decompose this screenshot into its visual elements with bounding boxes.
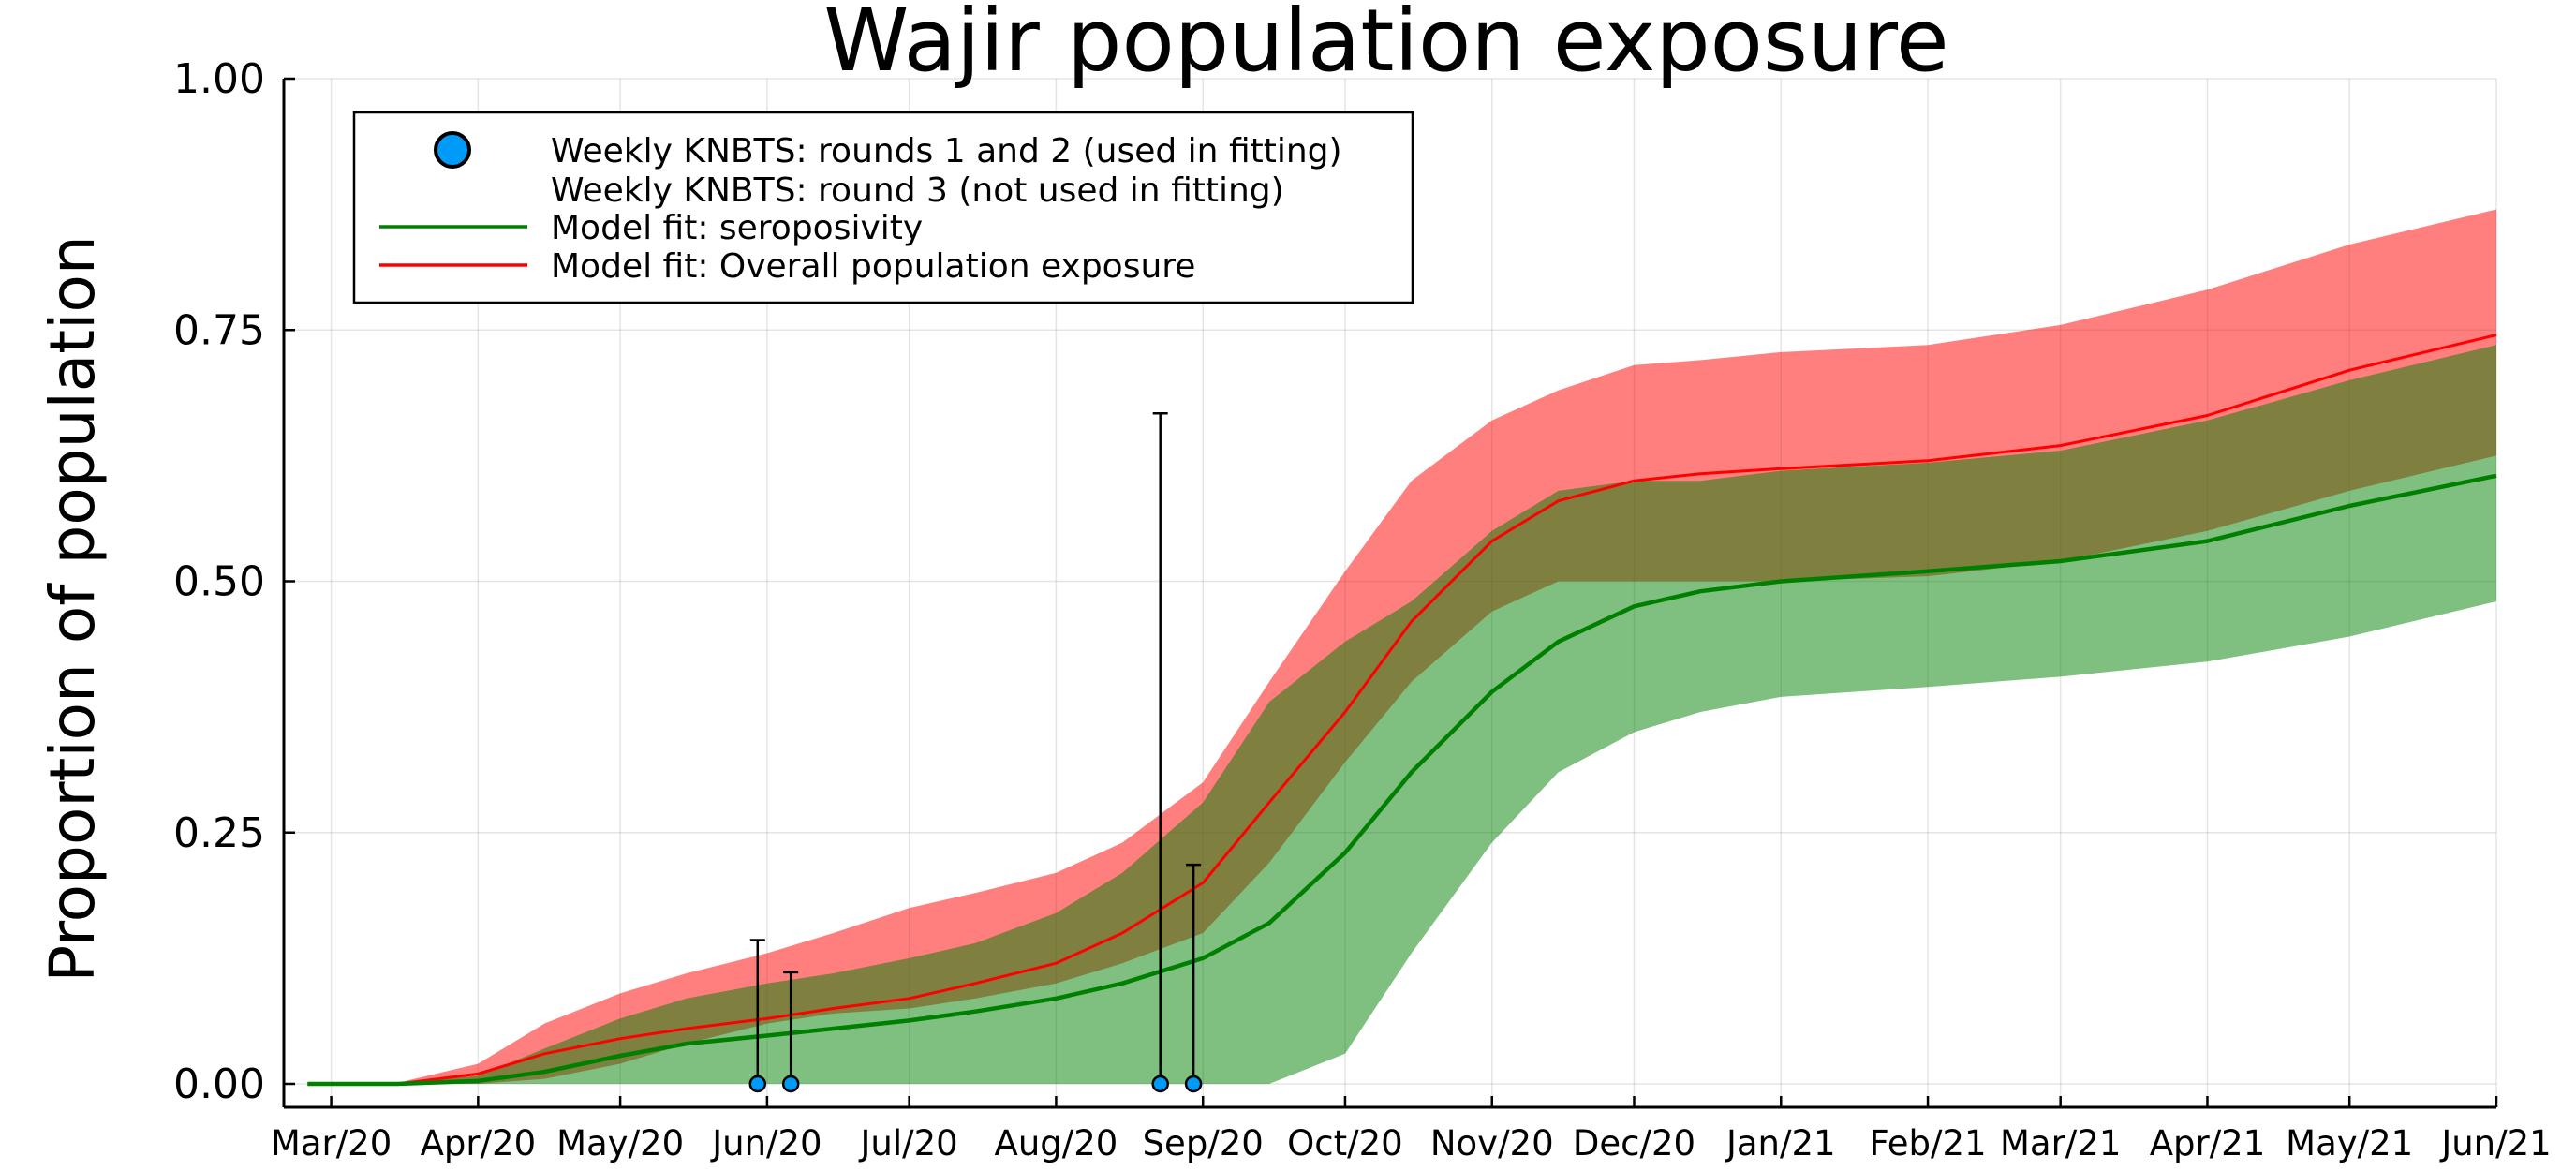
line-seropositivity bbox=[307, 473, 2497, 1087]
x-tick-label: Aug/20 bbox=[995, 1123, 1118, 1164]
x-tick-label: Dec/20 bbox=[1573, 1123, 1695, 1164]
x-tick-label: Apr/21 bbox=[2150, 1123, 2266, 1164]
axes: 0.00 0.25 0.50 0.75 1.00 Mar/20 Apr/20 May/20 Ju… bbox=[173, 55, 2552, 1164]
y-axis-label: Proportion of population bbox=[37, 235, 109, 982]
x-tick-label: Sep/20 bbox=[1143, 1123, 1264, 1164]
legend-box bbox=[352, 111, 1414, 304]
legend-marker-rounds-1-2 bbox=[434, 131, 471, 169]
x-tick-label: Mar/21 bbox=[2000, 1123, 2121, 1164]
data-point bbox=[781, 1075, 800, 1093]
x-tick-label: Jul/20 bbox=[859, 1123, 958, 1164]
y-tick-label: 0.25 bbox=[173, 809, 265, 857]
x-tick-label: Mar/20 bbox=[271, 1123, 392, 1164]
y-tick-label: 0.00 bbox=[173, 1060, 265, 1108]
legend: Weekly KNBTS: rounds 1 and 2 (used in fi… bbox=[352, 111, 1414, 304]
line-exposure bbox=[307, 334, 2497, 1086]
data-point bbox=[1151, 1075, 1169, 1093]
x-tick-label: Feb/21 bbox=[1870, 1123, 1987, 1164]
x-tick-label: May/21 bbox=[2286, 1123, 2413, 1164]
x-tick-label: Oct/20 bbox=[1287, 1123, 1403, 1164]
legend-label: Model fit: Overall population exposure bbox=[551, 247, 1195, 286]
chart-title: Wajir population exposure bbox=[823, 0, 1948, 91]
x-tick-label: Jan/21 bbox=[1725, 1123, 1836, 1164]
y-tick-label: 0.50 bbox=[173, 558, 265, 606]
legend-label: Weekly KNBTS: round 3 (not used in fitti… bbox=[551, 171, 1284, 210]
model-lines bbox=[307, 334, 2497, 1087]
data-point bbox=[748, 1075, 767, 1093]
legend-label: Weekly KNBTS: rounds 1 and 2 (used in fi… bbox=[551, 132, 1342, 170]
band-seropositivity bbox=[307, 345, 2496, 1084]
x-tick-label: Apr/20 bbox=[421, 1123, 537, 1164]
x-tick-label: Jun/20 bbox=[710, 1123, 822, 1164]
data-points bbox=[748, 412, 1203, 1093]
x-tick-label: May/20 bbox=[556, 1123, 684, 1164]
data-point bbox=[1184, 1075, 1203, 1093]
x-tick-label: Nov/20 bbox=[1430, 1123, 1554, 1164]
y-tick-label: 1.00 bbox=[173, 55, 265, 103]
legend-label: Model fit: seroposivity bbox=[551, 209, 923, 247]
x-tick-label: Jun/21 bbox=[2439, 1123, 2551, 1164]
y-tick-label: 0.75 bbox=[173, 306, 265, 354]
confidence-bands bbox=[307, 209, 2496, 1084]
